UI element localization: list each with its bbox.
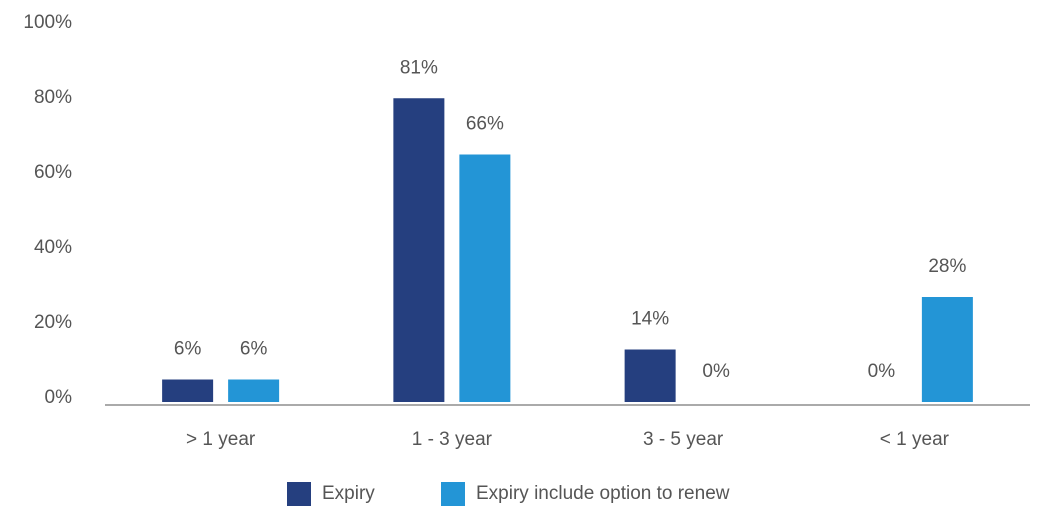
y-tick-label: 20% <box>34 312 72 333</box>
x-tick-label: < 1 year <box>880 429 950 450</box>
y-tick-label: 100% <box>23 12 72 33</box>
data-label: 0% <box>702 361 730 382</box>
bar <box>393 98 445 402</box>
data-label: 6% <box>174 339 202 360</box>
data-label: 6% <box>240 339 268 360</box>
bar <box>459 154 511 402</box>
x-tick-label: 1 - 3 year <box>412 429 493 450</box>
legend-swatch <box>441 482 465 506</box>
legend-label: Expiry include option to renew <box>476 483 730 504</box>
bar <box>624 349 676 402</box>
x-tick-label: 3 - 5 year <box>643 429 724 450</box>
y-tick-label: 0% <box>45 387 73 408</box>
y-tick-label: 80% <box>34 87 72 108</box>
legend-label: Expiry <box>322 483 375 504</box>
bar <box>228 379 280 402</box>
data-label: 28% <box>928 256 966 277</box>
x-tick-label: > 1 year <box>186 429 256 450</box>
data-label: 0% <box>868 361 896 382</box>
data-label: 81% <box>400 57 438 78</box>
data-label: 14% <box>631 309 669 330</box>
y-tick-label: 60% <box>34 162 72 183</box>
bar <box>162 379 214 402</box>
legend-swatch <box>287 482 311 506</box>
bar <box>921 297 973 402</box>
y-tick-label: 40% <box>34 237 72 258</box>
data-label: 66% <box>466 114 504 135</box>
